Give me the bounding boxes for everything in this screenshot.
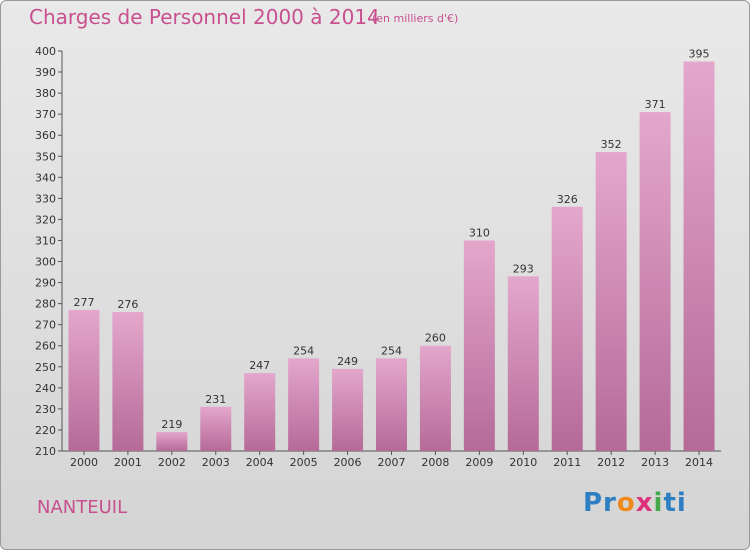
bar <box>551 206 583 451</box>
y-tick-label: 290 <box>35 277 56 290</box>
x-tick-label: 2006 <box>334 456 362 469</box>
y-tick-label: 220 <box>35 424 56 437</box>
bar <box>683 61 715 452</box>
y-tick-label: 210 <box>35 445 56 458</box>
x-tick-label: 2004 <box>246 456 274 469</box>
x-tick-label: 2005 <box>290 456 318 469</box>
bar <box>332 368 364 451</box>
y-tick-label: 350 <box>35 150 56 163</box>
y-tick-label: 310 <box>35 234 56 247</box>
y-tick-label: 240 <box>35 382 56 395</box>
y-tick-label: 250 <box>35 361 56 374</box>
data-label: 254 <box>381 344 402 357</box>
x-tick-label: 2000 <box>70 456 98 469</box>
data-label: 249 <box>337 355 358 368</box>
x-tick-label: 2014 <box>685 456 713 469</box>
value-labels: 277 276 219 231 247 254 249 254 260 310 293 326 352 3… <box>73 48 709 432</box>
data-label: 231 <box>205 393 226 406</box>
bar <box>507 276 539 451</box>
bar <box>595 152 627 452</box>
y-axis: 210 220 230 240 250 260 270 280 290 300 310 320 330 3… <box>35 45 63 458</box>
chart-subtitle: (en milliers d'€) <box>372 12 459 25</box>
y-tick-label: 320 <box>35 213 56 226</box>
bar <box>288 358 320 451</box>
bar <box>463 240 495 451</box>
y-tick-label: 300 <box>35 256 56 269</box>
chart-title: Charges de Personnel 2000 à 2014 <box>29 5 380 29</box>
data-label: 326 <box>557 193 578 206</box>
x-tick-label: 2002 <box>158 456 186 469</box>
y-tick-label: 230 <box>35 403 56 416</box>
data-label: 395 <box>689 48 710 61</box>
y-tick-label: 400 <box>35 45 56 58</box>
y-tick-label: 330 <box>35 192 56 205</box>
bar <box>639 112 671 451</box>
x-tick-label: 2013 <box>641 456 669 469</box>
x-tick-label: 2008 <box>421 456 449 469</box>
data-label: 277 <box>73 296 94 309</box>
x-tick-label: 2012 <box>597 456 625 469</box>
bar <box>156 432 188 451</box>
y-tick-label: 380 <box>35 87 56 100</box>
y-tick-label: 360 <box>35 129 56 142</box>
y-tick-label: 340 <box>35 171 56 184</box>
y-tick-label: 280 <box>35 298 56 311</box>
x-tick-label: 2009 <box>465 456 493 469</box>
y-tick-label: 370 <box>35 108 56 121</box>
data-label: 293 <box>513 262 534 275</box>
x-tick-label: 2007 <box>378 456 406 469</box>
bar <box>200 406 232 451</box>
data-label: 276 <box>117 298 138 311</box>
bar <box>68 309 100 451</box>
x-tick-label: 2011 <box>553 456 581 469</box>
data-label: 352 <box>601 138 622 151</box>
bar <box>419 345 451 451</box>
data-label: 260 <box>425 332 446 345</box>
bar <box>112 312 144 451</box>
y-tick-label: 390 <box>35 66 56 79</box>
x-axis: 2000 2001 2002 2003 2004 2005 2006 2007 2008 2009… <box>62 450 721 469</box>
bar <box>376 358 407 451</box>
bars <box>68 61 715 452</box>
y-tick-label: 260 <box>35 340 56 353</box>
data-label: 310 <box>469 226 490 239</box>
bar <box>244 373 276 451</box>
x-tick-label: 2003 <box>202 456 230 469</box>
x-tick-label: 2010 <box>509 456 537 469</box>
x-tick-label: 2001 <box>114 456 142 469</box>
data-label: 219 <box>161 418 182 431</box>
data-label: 371 <box>645 98 666 111</box>
town-name: NANTEUIL <box>37 497 128 518</box>
proxiti-logo[interactable]: Proxiti <box>583 488 687 518</box>
y-tick-label: 270 <box>35 319 56 332</box>
data-label: 247 <box>249 359 270 372</box>
data-label: 254 <box>293 344 314 357</box>
